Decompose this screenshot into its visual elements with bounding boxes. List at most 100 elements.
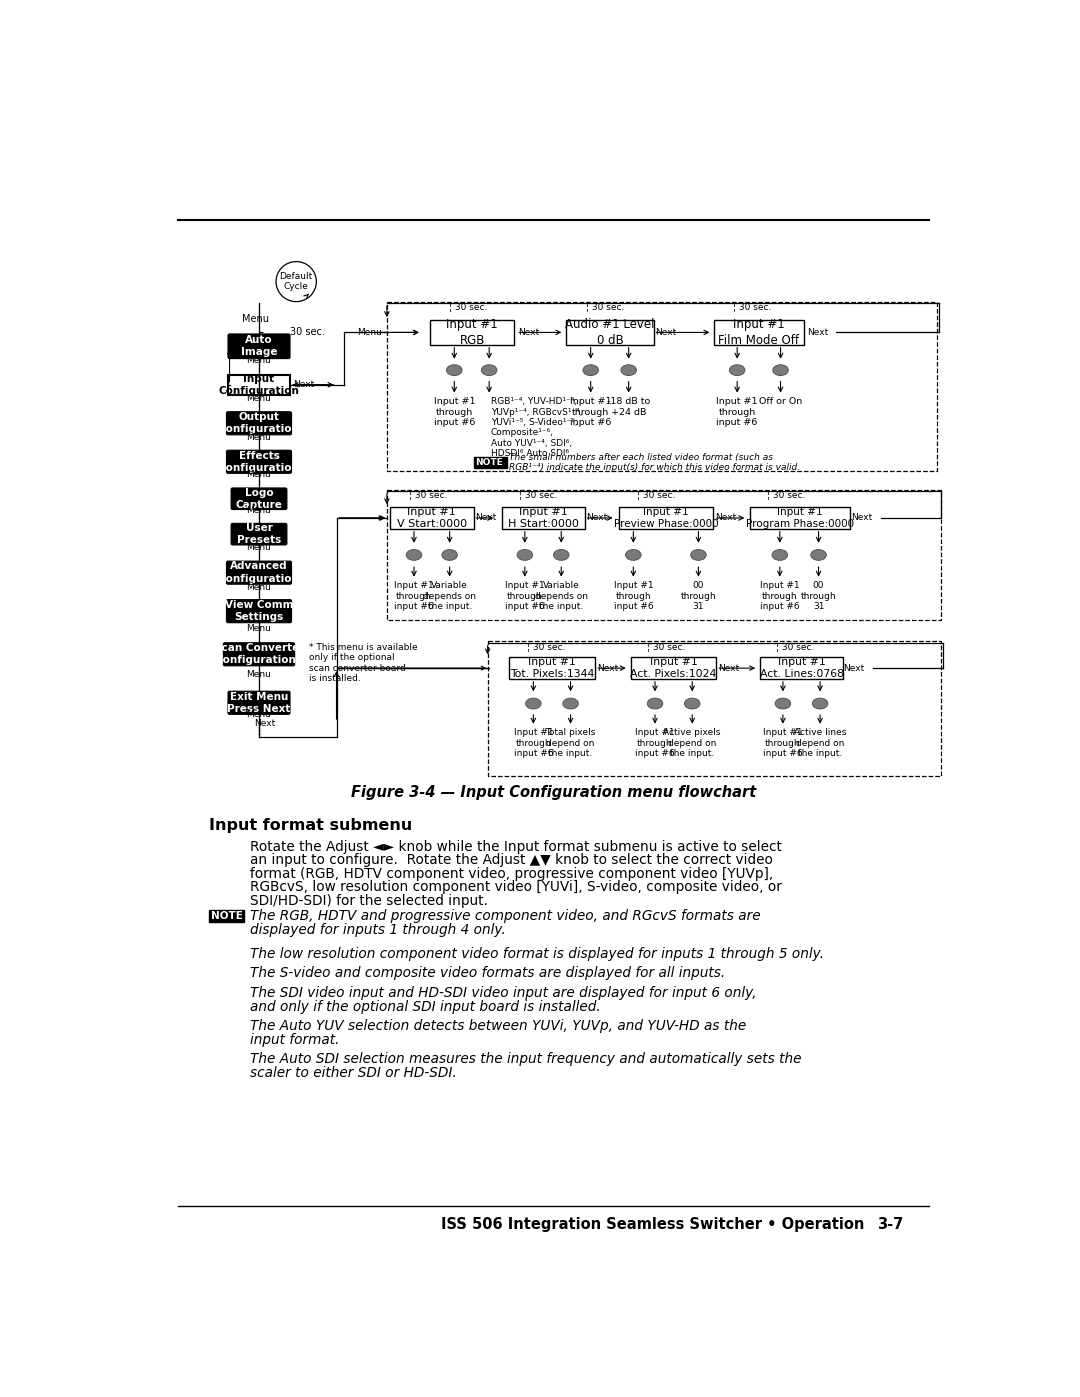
Bar: [387, 489, 941, 620]
Text: ISS 506 Integration Seamless Switcher • Operation: ISS 506 Integration Seamless Switcher • …: [441, 1217, 864, 1232]
Text: Next: Next: [586, 514, 607, 522]
Text: Total pixels
depend on
the input.: Total pixels depend on the input.: [545, 728, 596, 759]
Text: Input #1
Program Phase:0000: Input #1 Program Phase:0000: [746, 507, 854, 529]
Text: Next: Next: [807, 328, 828, 337]
Ellipse shape: [526, 698, 541, 708]
Text: Active lines
depend on
the input.: Active lines depend on the input.: [794, 728, 847, 759]
Text: The Auto SDI selection measures the input frequency and automatically sets the: The Auto SDI selection measures the inpu…: [249, 1052, 801, 1066]
Text: SDI/HD-SDI) for the selected input.: SDI/HD-SDI) for the selected input.: [249, 894, 487, 908]
FancyBboxPatch shape: [228, 334, 291, 359]
Text: 3-7: 3-7: [878, 1217, 904, 1232]
Text: 00
through
31: 00 through 31: [680, 581, 716, 610]
FancyBboxPatch shape: [227, 450, 292, 474]
Text: ¦ 30 sec.: ¦ 30 sec.: [408, 492, 447, 500]
Text: The SDI video input and HD-SDI video input are displayed for input 6 only,: The SDI video input and HD-SDI video inp…: [249, 986, 756, 1000]
Text: Input #1
through
input #6: Input #1 through input #6: [570, 397, 611, 427]
Text: format (RGB, HDTV component video, progressive component video [YUVp],: format (RGB, HDTV component video, progr…: [249, 866, 773, 880]
FancyBboxPatch shape: [228, 692, 291, 714]
Bar: [714, 320, 804, 345]
Text: Input #1
through
input #6: Input #1 through input #6: [760, 581, 799, 610]
Text: Default
Cycle: Default Cycle: [280, 272, 313, 292]
Ellipse shape: [773, 365, 788, 376]
Text: Next: Next: [843, 664, 865, 672]
Ellipse shape: [772, 549, 787, 560]
Text: NOTE: NOTE: [211, 911, 243, 921]
Text: Input
Configuration: Input Configuration: [218, 373, 299, 395]
Text: Effects
Configuration: Effects Configuration: [218, 451, 299, 474]
Ellipse shape: [583, 365, 598, 376]
Text: Menu: Menu: [242, 313, 269, 324]
Text: Advanced
Configuration: Advanced Configuration: [218, 562, 299, 584]
Text: Off or On: Off or On: [759, 397, 802, 407]
Text: Input #1
through
input #6: Input #1 through input #6: [433, 397, 475, 427]
Text: Input #1
Preview Phase:0000: Input #1 Preview Phase:0000: [613, 507, 718, 529]
Text: Input #1
V Start:0000: Input #1 V Start:0000: [396, 507, 467, 529]
Text: Input #1
through
input #6: Input #1 through input #6: [613, 581, 653, 610]
Ellipse shape: [647, 698, 663, 708]
Text: Output
Configuration: Output Configuration: [218, 412, 299, 434]
Ellipse shape: [406, 549, 422, 560]
Text: Menu: Menu: [246, 356, 271, 365]
Text: Input #1
through
input #6: Input #1 through input #6: [635, 728, 675, 759]
Text: Menu: Menu: [246, 433, 271, 441]
Bar: [566, 320, 654, 345]
Text: ¦ 30 sec.: ¦ 30 sec.: [527, 643, 565, 652]
Bar: [488, 641, 941, 775]
Text: Figure 3-4 — Input Configuration menu flowchart: Figure 3-4 — Input Configuration menu fl…: [351, 785, 756, 800]
Text: ¦ 30 sec.: ¦ 30 sec.: [777, 643, 814, 652]
Text: Next: Next: [517, 328, 539, 337]
Text: Next: Next: [255, 719, 275, 728]
Text: The Auto YUV selection detects between YUVi, YUVp, and YUV-HD as the: The Auto YUV selection detects between Y…: [249, 1020, 746, 1034]
Text: Input #1
through
input #6: Input #1 through input #6: [394, 581, 434, 610]
Text: The S-video and composite video formats are displayed for all inputs.: The S-video and composite video formats …: [249, 967, 725, 981]
Text: ¦ 30 sec.: ¦ 30 sec.: [647, 643, 685, 652]
Text: Input #1
H Start:0000: Input #1 H Start:0000: [508, 507, 579, 529]
Text: ¦ 30 sec.: ¦ 30 sec.: [518, 492, 557, 500]
Bar: [510, 658, 595, 679]
Text: Next: Next: [851, 514, 873, 522]
Text: Input #1
Tot. Pixels:1344: Input #1 Tot. Pixels:1344: [510, 657, 594, 679]
Text: displayed for inputs 1 through 4 only.: displayed for inputs 1 through 4 only.: [249, 922, 505, 936]
Text: ¦ 30 sec.: ¦ 30 sec.: [586, 303, 624, 313]
Text: Variable
depends on
the input.: Variable depends on the input.: [423, 581, 476, 610]
Text: The RGB, HDTV and progressive component video, and RGcvS formats are: The RGB, HDTV and progressive component …: [249, 909, 760, 923]
Text: ¦ 30 sec.: ¦ 30 sec.: [636, 492, 675, 500]
Text: input format.: input format.: [249, 1032, 339, 1046]
Text: Menu: Menu: [246, 394, 271, 404]
Ellipse shape: [812, 698, 828, 708]
Text: Exit Menu
Press Next: Exit Menu Press Next: [227, 692, 291, 714]
Text: Next: Next: [656, 328, 676, 337]
Text: Input #1
Film Mode Off: Input #1 Film Mode Off: [718, 319, 799, 346]
Bar: [501, 507, 585, 529]
Text: Input #1
Act. Lines:0768: Input #1 Act. Lines:0768: [759, 657, 843, 679]
Ellipse shape: [554, 549, 569, 560]
Ellipse shape: [517, 549, 532, 560]
Text: Auto
Image: Auto Image: [241, 335, 278, 358]
Bar: [474, 457, 507, 468]
Text: Menu: Menu: [246, 506, 271, 514]
Ellipse shape: [446, 365, 462, 376]
Ellipse shape: [621, 365, 636, 376]
Bar: [210, 911, 243, 922]
Text: Next: Next: [715, 514, 737, 522]
Text: Menu: Menu: [246, 710, 271, 719]
Bar: [387, 302, 937, 471]
Ellipse shape: [811, 549, 826, 560]
Text: Next: Next: [718, 664, 739, 672]
Text: The small numbers after each listed video format (such as
RGB¹⁻⁴) indicate the i: The small numbers after each listed vide…: [510, 453, 800, 472]
Ellipse shape: [691, 549, 706, 560]
Text: Audio #1 Level
0 dB: Audio #1 Level 0 dB: [565, 319, 654, 346]
Text: Menu: Menu: [246, 623, 271, 633]
Text: Input #1
Act. Pixels:1024: Input #1 Act. Pixels:1024: [631, 657, 717, 679]
Text: Menu: Menu: [246, 669, 271, 679]
Text: -18 dB to
+24 dB: -18 dB to +24 dB: [607, 397, 650, 416]
Text: Logo
Capture: Logo Capture: [235, 488, 283, 510]
Text: and only if the optional SDI input board is installed.: and only if the optional SDI input board…: [249, 1000, 600, 1014]
Text: Next: Next: [475, 514, 497, 522]
Text: Menu: Menu: [246, 543, 271, 552]
Ellipse shape: [685, 698, 700, 708]
Text: RGB¹⁻⁴, YUV-HD¹⁻⁴,
YUVp¹⁻⁴, RGBcvS¹⁻⁴,
YUVi¹⁻⁵, S-Video¹⁻⁶,
Composite¹⁻⁶,
Auto Y: RGB¹⁻⁴, YUV-HD¹⁻⁴, YUVp¹⁻⁴, RGBcvS¹⁻⁴, Y…: [490, 397, 582, 458]
Text: Menu: Menu: [246, 469, 271, 479]
Text: Rotate the Adjust ◄► knob while the Input format submenu is active to select: Rotate the Adjust ◄► knob while the Inpu…: [249, 840, 782, 854]
Text: The low resolution component video format is displayed for inputs 1 through 5 on: The low resolution component video forma…: [249, 947, 824, 961]
